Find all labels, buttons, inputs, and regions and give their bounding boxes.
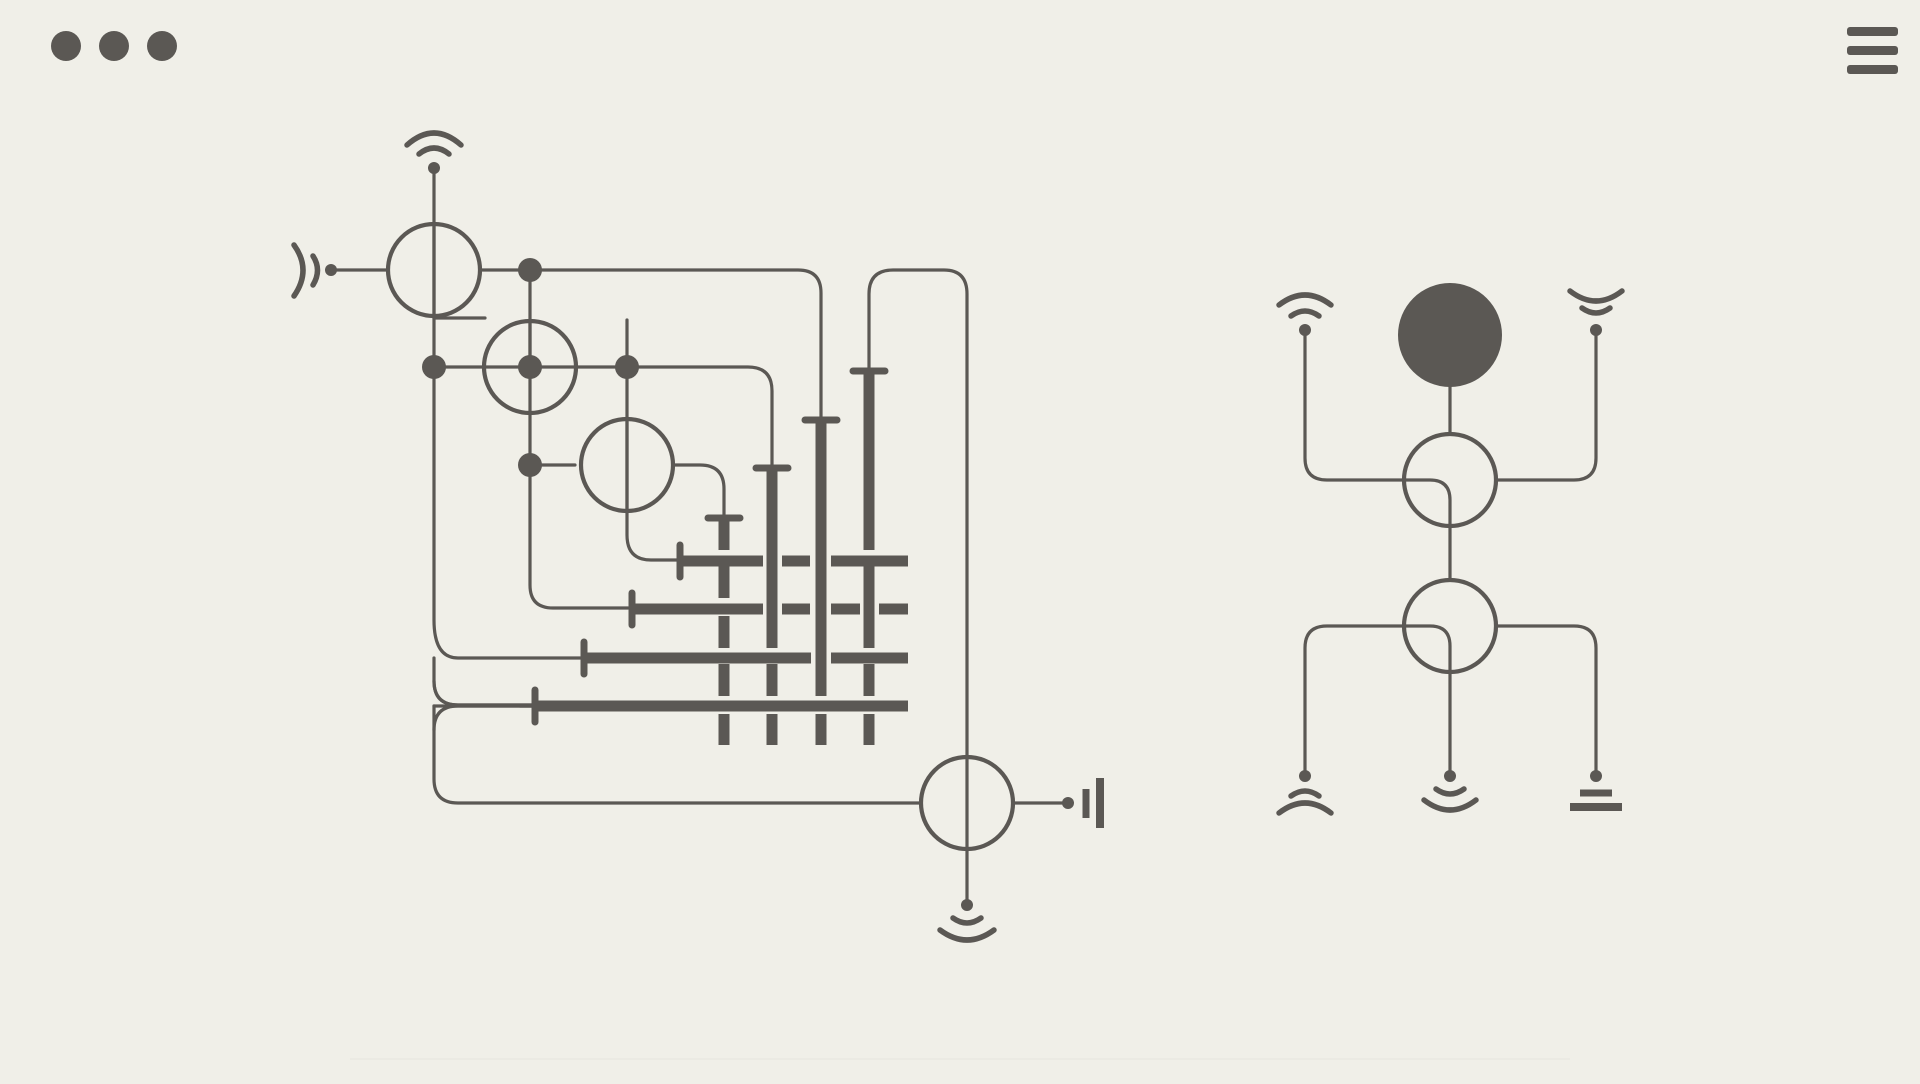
signal-down-icon <box>1421 770 1479 813</box>
wire <box>625 318 682 562</box>
wire <box>867 268 969 759</box>
hamburger-menu-icon[interactable] <box>1835 20 1905 80</box>
wire <box>432 316 584 660</box>
signal-up-icon <box>1276 770 1334 816</box>
three-dots-icon[interactable] <box>40 20 190 70</box>
horizontal-slider[interactable] <box>531 686 908 726</box>
junction-dot <box>518 453 542 477</box>
figure-node <box>1401 577 1499 675</box>
ground-icon <box>1570 770 1622 811</box>
junction-dot <box>518 258 542 282</box>
wire <box>528 463 630 610</box>
junction-dot <box>518 355 542 379</box>
signal-bottom-icon <box>937 899 997 943</box>
circuit-node[interactable] <box>578 416 676 514</box>
wire <box>625 365 774 470</box>
wire <box>432 656 536 707</box>
target-figure <box>1276 283 1625 816</box>
junction-dot <box>615 355 639 379</box>
vertical-slider[interactable] <box>752 464 792 745</box>
junction-dot <box>422 355 446 379</box>
circuit-node[interactable] <box>385 221 483 319</box>
wire <box>432 679 537 707</box>
main-circuit <box>291 130 1104 943</box>
circuit-node[interactable] <box>918 754 1016 852</box>
horizontal-slider[interactable] <box>628 589 908 629</box>
vertical-slider[interactable] <box>849 367 889 745</box>
plug-right-icon <box>1062 778 1104 828</box>
bottom-divider <box>350 1058 1570 1060</box>
wire <box>432 704 922 805</box>
vertical-slider[interactable] <box>704 514 744 745</box>
wire <box>671 463 726 518</box>
horizontal-slider[interactable] <box>580 638 908 678</box>
figure-node <box>1401 431 1499 529</box>
horizontal-slider[interactable] <box>676 541 908 581</box>
wire <box>528 268 823 422</box>
vertical-slider[interactable] <box>801 416 841 745</box>
filled-node <box>1398 283 1502 387</box>
